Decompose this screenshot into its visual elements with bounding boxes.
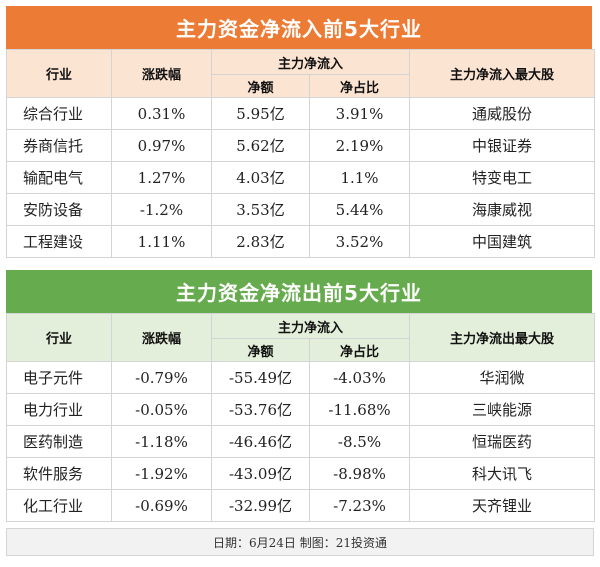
industry-cell: 综合行业: [6, 97, 112, 130]
industry-cell: 电子元件: [6, 361, 112, 394]
net-amount-cell: -43.09亿: [211, 457, 310, 490]
change-cell: 1.27%: [111, 161, 212, 194]
industry-cell: 工程建设: [6, 225, 112, 258]
net-ratio-cell: -8.98%: [308, 457, 411, 490]
header-net-amount: 净额: [211, 338, 310, 362]
top-stock-cell: 天齐锂业: [409, 489, 596, 522]
change-cell: -0.79%: [111, 361, 212, 394]
outflow-title: 主力资金净流出前5大行业: [6, 270, 592, 313]
change-cell: -0.05%: [111, 393, 212, 426]
header-change: 涨跌幅: [111, 313, 212, 362]
header-industry: 行业: [6, 313, 112, 362]
top-stock-cell: 华润微: [409, 361, 596, 394]
inflow-table: 行业 涨跌幅 主力净流入 主力净流入最大股 净额 净占比 综合行业 0.31% …: [6, 49, 596, 258]
net-amount-cell: 4.03亿: [211, 161, 310, 194]
net-amount-cell: 5.95亿: [211, 97, 310, 130]
net-ratio-cell: 3.91%: [308, 97, 411, 130]
top-stock-cell: 海康威视: [409, 193, 596, 226]
industry-cell: 软件服务: [6, 457, 112, 490]
top-stock-cell: 中银证券: [409, 129, 596, 162]
inflow-title: 主力资金净流入前5大行业: [6, 6, 592, 49]
header-net-amount: 净额: [211, 74, 310, 98]
header-change: 涨跌幅: [111, 49, 212, 98]
industry-cell: 医药制造: [6, 425, 112, 458]
top-stock-cell: 科大讯飞: [409, 457, 596, 490]
net-amount-cell: -32.99亿: [211, 489, 310, 522]
net-ratio-cell: -4.03%: [308, 361, 411, 394]
table-row: 电力行业 -0.05% -53.76亿 -11.68% 三峡能源: [6, 393, 596, 426]
change-cell: -1.92%: [111, 457, 212, 490]
header-industry: 行业: [6, 49, 112, 98]
table-row: 券商信托 0.97% 5.62亿 2.19% 中银证券: [6, 129, 596, 162]
net-ratio-cell: -8.5%: [308, 425, 411, 458]
net-ratio-cell: -7.23%: [308, 489, 411, 522]
net-ratio-cell: 3.52%: [308, 225, 411, 258]
top-stock-cell: 通威股份: [409, 97, 596, 130]
header-net-inflow: 主力净流入: [210, 313, 411, 339]
change-cell: 0.97%: [111, 129, 212, 162]
table-row: 电子元件 -0.79% -55.49亿 -4.03% 华润微: [6, 361, 596, 394]
top-stock-cell: 中国建筑: [409, 225, 596, 258]
net-amount-cell: 2.83亿: [211, 225, 310, 258]
table-row: 化工行业 -0.69% -32.99亿 -7.23% 天齐锂业: [6, 489, 596, 522]
header-net-inflow: 主力净流入: [210, 49, 411, 75]
industry-cell: 输配电气: [6, 161, 112, 194]
net-ratio-cell: 2.19%: [308, 129, 411, 162]
table-row: 输配电气 1.27% 4.03亿 1.1% 特变电工: [6, 161, 596, 194]
industry-cell: 电力行业: [6, 393, 112, 426]
net-amount-cell: -55.49亿: [211, 361, 310, 394]
net-amount-cell: 3.53亿: [211, 193, 310, 226]
change-cell: 1.11%: [111, 225, 212, 258]
outflow-table: 行业 涨跌幅 主力净流入 主力净流出最大股 净额 净占比 电子元件 -0.79%…: [6, 313, 596, 522]
table-row: 医药制造 -1.18% -46.46亿 -8.5% 恒瑞医药: [6, 425, 596, 458]
top-stock-cell: 三峡能源: [409, 393, 596, 426]
header-top-stock: 主力净流出最大股: [409, 313, 596, 362]
table-row: 工程建设 1.11% 2.83亿 3.52% 中国建筑: [6, 225, 596, 258]
table-row: 安防设备 -1.2% 3.53亿 5.44% 海康威视: [6, 193, 596, 226]
table-row: 软件服务 -1.92% -43.09亿 -8.98% 科大讯飞: [6, 457, 596, 490]
net-ratio-cell: 1.1%: [308, 161, 411, 194]
industry-cell: 券商信托: [6, 129, 112, 162]
table-row: 综合行业 0.31% 5.95亿 3.91% 通威股份: [6, 97, 596, 130]
net-ratio-cell: 5.44%: [308, 193, 411, 226]
footer-caption: 日期：6月24日 制图：21投资通: [6, 528, 594, 556]
change-cell: -1.18%: [111, 425, 212, 458]
change-cell: 0.31%: [111, 97, 212, 130]
change-cell: -0.69%: [111, 489, 212, 522]
net-amount-cell: -46.46亿: [211, 425, 310, 458]
net-amount-cell: 5.62亿: [211, 129, 310, 162]
change-cell: -1.2%: [111, 193, 212, 226]
net-amount-cell: -53.76亿: [211, 393, 310, 426]
header-net-ratio: 净占比: [308, 74, 411, 98]
industry-cell: 安防设备: [6, 193, 112, 226]
industry-cell: 化工行业: [6, 489, 112, 522]
net-ratio-cell: -11.68%: [308, 393, 411, 426]
top-stock-cell: 特变电工: [409, 161, 596, 194]
header-net-ratio: 净占比: [308, 338, 411, 362]
top-stock-cell: 恒瑞医药: [409, 425, 596, 458]
header-top-stock: 主力净流入最大股: [409, 49, 596, 98]
